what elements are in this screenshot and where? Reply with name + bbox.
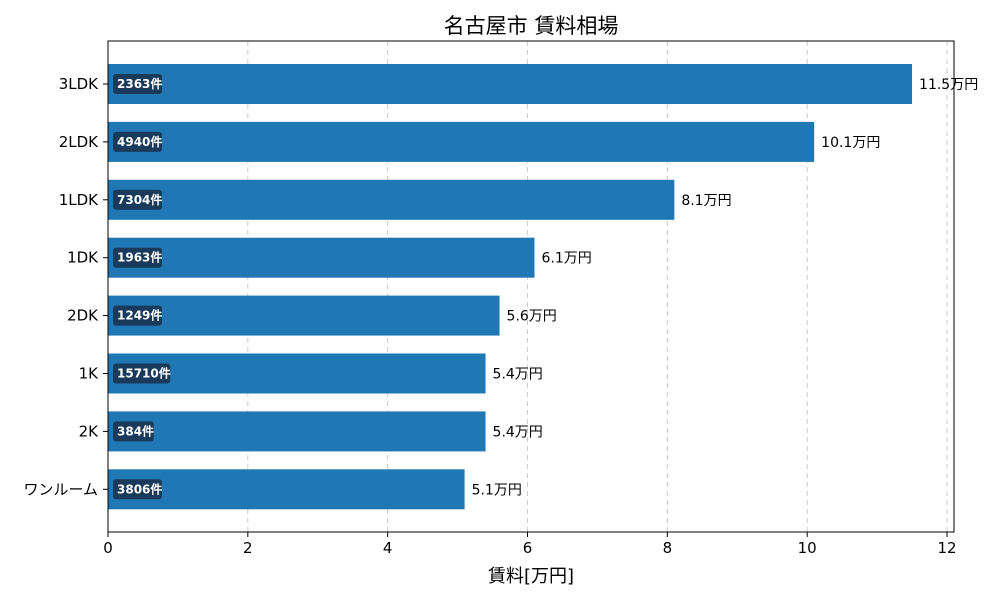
value-label: 5.6万円 <box>507 309 557 325</box>
count-badge <box>113 74 162 94</box>
x-tick-label: 2 <box>243 539 253 557</box>
x-tick-label: 12 <box>937 539 956 557</box>
value-label: 11.5万円 <box>919 77 978 93</box>
category-label: 2K <box>79 422 100 440</box>
x-tick-label: 10 <box>798 539 817 557</box>
x-tick-label: 8 <box>663 539 673 557</box>
count-badge <box>113 363 171 384</box>
category-label: 2DK <box>67 307 99 325</box>
grid <box>107 41 948 532</box>
bar-6 <box>108 411 486 452</box>
value-label: 10.1万円 <box>821 135 880 151</box>
count-badge <box>113 131 162 152</box>
count-badge <box>113 305 162 326</box>
count-label: 1963件 <box>117 250 162 265</box>
plot-frame <box>107 40 955 533</box>
value-label: 8.1万円 <box>681 193 731 209</box>
count-badge <box>113 247 162 268</box>
bar-7 <box>108 469 465 510</box>
count-label: 7304件 <box>117 192 162 207</box>
count-label: 15710件 <box>117 366 171 381</box>
value-label: 6.1万円 <box>541 251 591 267</box>
count-label: 2363件 <box>117 76 162 91</box>
bar-4 <box>108 295 500 336</box>
value-label: 5.4万円 <box>493 424 543 440</box>
category-label: 1DK <box>67 249 99 267</box>
category-label: 3LDK <box>59 75 99 93</box>
category-label: 1K <box>79 365 100 383</box>
bars: 11.5万円 2363件 10.1万円 4940件 8.1万円 7304件 6.1万円 196… <box>108 64 978 510</box>
count-label: 4940件 <box>117 134 162 149</box>
category-label: ワンルーム <box>23 480 98 498</box>
count-badge <box>113 479 162 500</box>
value-label: 5.1万円 <box>472 482 522 498</box>
category-label: 1LDK <box>59 191 99 209</box>
x-tick-label: 6 <box>523 539 533 557</box>
category-label: 2LDK <box>59 133 99 151</box>
count-badge <box>113 421 154 442</box>
bar-5 <box>108 353 486 394</box>
bar-1 <box>108 121 815 162</box>
x-axis-label: 賃料[万円] <box>488 566 574 587</box>
value-label: 5.4万円 <box>493 367 543 383</box>
bar-2 <box>108 179 675 220</box>
count-label: 1249件 <box>117 308 162 323</box>
x-tick-label: 4 <box>383 539 393 557</box>
chart-title: 名古屋市 賃料相場 <box>444 14 619 38</box>
x-tick-label: 0 <box>103 539 113 557</box>
count-label: 384件 <box>117 423 154 438</box>
bar-0 <box>108 64 913 104</box>
count-label: 3806件 <box>117 481 162 496</box>
bar-3 <box>108 237 535 278</box>
axes: 0 2 4 6 8 10 12 3LDK 2LDK 1LDK 1DK 2DK 1K 2K ワンルーム <box>23 40 957 557</box>
count-badge <box>113 189 162 210</box>
